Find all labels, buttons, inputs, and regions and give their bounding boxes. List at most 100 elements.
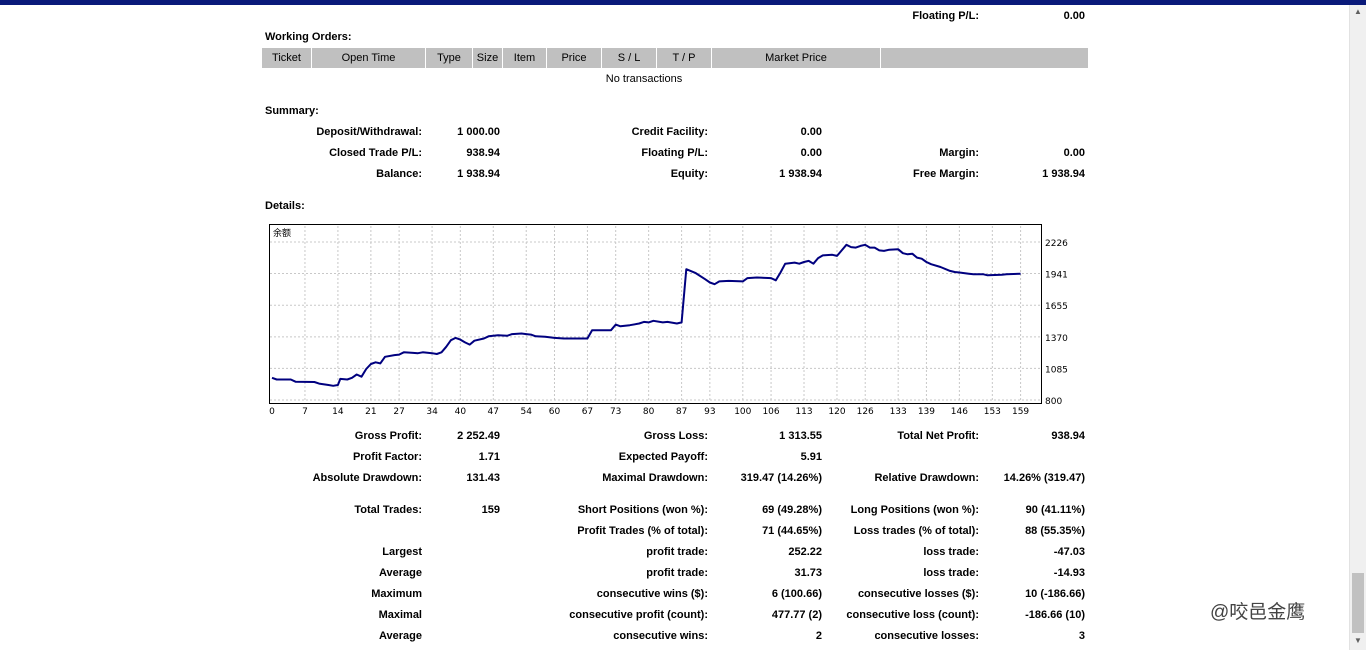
rel-dd-label: Relative Drawdown:	[874, 472, 979, 484]
max-wins-value: 6 (100.66)	[771, 588, 822, 600]
col-open-time: Open Time	[312, 48, 426, 68]
x-tick-label: 67	[582, 407, 593, 417]
x-tick-label: 73	[610, 407, 621, 417]
floating-label: Floating P/L:	[641, 147, 708, 159]
maximal-loss-value: -186.66 (10)	[1025, 609, 1085, 621]
col-price: Price	[547, 48, 602, 68]
x-tick-label: 126	[857, 407, 874, 417]
x-tick-label: 87	[676, 407, 687, 417]
scroll-thumb[interactable]	[1352, 573, 1364, 633]
max-losses-value: 10 (-186.66)	[1025, 588, 1085, 600]
total-net-label: Total Net Profit:	[897, 430, 979, 442]
y-tick-label: 1370	[1045, 334, 1068, 344]
profit-trades-value: 71 (44.65%)	[762, 525, 822, 537]
expected-payoff-value: 5.91	[800, 451, 822, 463]
x-tick-label: 47	[488, 407, 499, 417]
average-profit-value: 31.73	[794, 567, 822, 579]
largest-loss-label: loss trade:	[923, 546, 979, 558]
deposit-label: Deposit/Withdrawal:	[316, 126, 422, 138]
col-tp: T / P	[657, 48, 712, 68]
x-tick-label: 93	[704, 407, 715, 417]
vertical-scrollbar[interactable]: ▲ ▼	[1349, 5, 1366, 650]
max-dd-value: 319.47 (14.26%)	[740, 472, 822, 484]
maximal-profit-value: 477.77 (2)	[771, 609, 822, 621]
max-dd-label: Maximal Drawdown:	[602, 472, 708, 484]
largest-profit-value: 252.22	[788, 546, 822, 558]
gross-loss-label: Gross Loss:	[643, 430, 708, 442]
short-value: 69 (49.28%)	[762, 504, 822, 516]
y-tick-label: 800	[1045, 397, 1062, 407]
x-tick-label: 0	[269, 407, 275, 417]
total-trades-value: 159	[481, 504, 500, 516]
long-label: Long Positions (won %):	[850, 504, 979, 516]
free-margin-value: 1 938.94	[1042, 168, 1085, 180]
balance-series-line	[271, 243, 1021, 387]
gross-profit-label: Gross Profit:	[354, 430, 422, 442]
details-title: Details:	[265, 200, 305, 212]
chart-title: 余额	[273, 227, 291, 239]
col-ticket: Ticket	[262, 48, 312, 68]
free-margin-label: Free Margin:	[912, 168, 979, 180]
x-tick-label: 14	[332, 407, 344, 417]
balance-value: 1 938.94	[457, 168, 500, 180]
x-tick-label: 153	[984, 407, 1001, 417]
abs-dd-value: 131.43	[466, 472, 500, 484]
watermark: @咬邑金鹰	[1210, 597, 1305, 624]
summary-title: Summary:	[265, 105, 319, 117]
scroll-down-icon[interactable]: ▼	[1354, 636, 1362, 645]
gross-loss-value: 1 313.55	[779, 430, 822, 442]
avg-wins-value: 2	[815, 630, 822, 642]
watermark-text: @咬邑金鹰	[1210, 602, 1306, 623]
y-tick-label: 1085	[1045, 365, 1068, 375]
equity-label: Equity:	[670, 168, 708, 180]
gross-profit-value: 2 252.49	[457, 430, 500, 442]
y-axis-ticks: 800 1085 1370 1655 1941 2226	[1045, 239, 1068, 407]
average-label: Average	[378, 567, 422, 579]
x-tick-label: 60	[549, 407, 561, 417]
profit-trades-label: Profit Trades (% of total):	[577, 525, 708, 537]
equity-value: 1 938.94	[779, 168, 822, 180]
col-size: Size	[473, 48, 503, 68]
expected-payoff-label: Expected Payoff:	[618, 451, 708, 463]
col-sl: S / L	[602, 48, 657, 68]
working-orders-title: Working Orders:	[265, 31, 352, 43]
balance-label: Balance:	[376, 168, 422, 180]
avg-losses-label: consecutive losses:	[874, 630, 979, 642]
largest-label: Largest	[382, 546, 422, 558]
chart-grid	[270, 226, 1041, 402]
loss-trades-label: Loss trades (% of total):	[853, 525, 979, 537]
profit-factor-value: 1.71	[478, 451, 500, 463]
x-tick-label: 106	[762, 407, 779, 417]
maximal-loss-label: consecutive loss (count):	[846, 609, 979, 621]
max-losses-label: consecutive losses ($):	[857, 588, 979, 600]
average-profit-label: profit trade:	[646, 567, 708, 579]
loss-trades-value: 88 (55.35%)	[1025, 525, 1085, 537]
x-tick-label: 7	[302, 407, 308, 417]
total-trades-label: Total Trades:	[354, 504, 422, 516]
x-tick-label: 100	[734, 407, 751, 417]
x-tick-label: 34	[426, 407, 438, 417]
abs-dd-label: Absolute Drawdown:	[312, 472, 422, 484]
floating-value: 0.00	[800, 147, 822, 159]
col-market-price: Market Price	[712, 48, 881, 68]
margin-label: Margin:	[939, 147, 979, 159]
x-tick-label: 54	[521, 407, 533, 417]
y-tick-label: 1941	[1045, 271, 1068, 281]
rel-dd-value: 14.26% (319.47)	[1003, 472, 1085, 484]
closed-label: Closed Trade P/L:	[329, 147, 422, 159]
credit-value: 0.00	[800, 126, 822, 138]
x-tick-label: 146	[951, 407, 968, 417]
deposit-value: 1 000.00	[457, 126, 500, 138]
closed-value: 938.94	[466, 147, 500, 159]
avg-wins-label: consecutive wins:	[613, 630, 708, 642]
x-tick-label: 21	[365, 407, 376, 417]
credit-label: Credit Facility:	[631, 126, 708, 138]
top-floating-label: Floating P/L:	[912, 10, 979, 22]
scroll-up-icon[interactable]: ▲	[1354, 7, 1362, 16]
x-tick-label: 113	[795, 407, 812, 417]
col-item: Item	[503, 48, 547, 68]
x-axis-ticks: 0 7 14 21 27 34 40 47 54 60 67 73 80 87 93 100 106 113 120…	[269, 407, 1029, 417]
maximum-label: Maximum	[371, 588, 422, 600]
avg-losses-value: 3	[1078, 630, 1085, 642]
long-value: 90 (41.11%)	[1025, 504, 1085, 516]
